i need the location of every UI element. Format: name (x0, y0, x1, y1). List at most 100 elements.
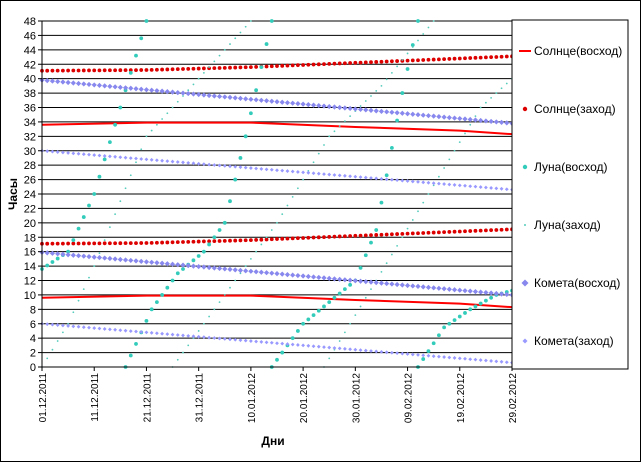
series-point (332, 234, 337, 239)
series-point (499, 227, 504, 232)
series-point (446, 286, 452, 292)
series-point (446, 114, 452, 121)
series-point (311, 62, 316, 67)
series-point (191, 334, 196, 339)
series-line (41, 121, 513, 136)
series-point (253, 97, 259, 103)
series-point (484, 101, 487, 104)
x-tick-label: 11.12.2011 (90, 373, 101, 422)
series-point (426, 230, 431, 235)
series-point (196, 239, 201, 244)
series-point (107, 68, 112, 73)
series-point (305, 102, 311, 108)
series-point (436, 285, 442, 291)
series-point (280, 350, 285, 355)
series-point (229, 286, 231, 289)
series-point (363, 175, 368, 180)
series-point (135, 161, 137, 164)
series-point (233, 238, 238, 243)
series-point (331, 276, 338, 282)
y-tick-label: 16 (24, 247, 36, 259)
series-point (420, 112, 426, 118)
series-point (138, 258, 144, 264)
series-point (133, 86, 139, 92)
series-point (322, 235, 326, 240)
series-point (316, 235, 321, 240)
series-point (87, 203, 91, 208)
series-point (464, 132, 466, 135)
series-point (149, 330, 154, 335)
series-point (170, 159, 175, 164)
series-point (118, 155, 123, 160)
series-point (337, 173, 342, 178)
series-point (76, 68, 81, 73)
series-point (306, 343, 311, 348)
y-tick-label: 12 (24, 276, 36, 288)
series-point (447, 230, 452, 234)
series-point (468, 307, 473, 312)
series-point (160, 293, 165, 297)
series-point (176, 100, 179, 103)
series-point (154, 67, 159, 72)
series-point (427, 193, 430, 195)
series-point (50, 68, 55, 73)
series-point (347, 277, 353, 283)
series-point (478, 358, 483, 362)
series-point (154, 88, 160, 94)
series-point (113, 154, 118, 159)
series-point (327, 61, 332, 66)
series-point (405, 352, 410, 356)
series-point (275, 237, 279, 241)
series-point (139, 36, 144, 41)
series-point (175, 67, 180, 72)
series-point (122, 85, 129, 91)
series-point (310, 102, 317, 108)
series-point (243, 134, 248, 139)
series-point (463, 56, 467, 61)
series-point (154, 331, 159, 336)
series-point (238, 156, 243, 160)
series-point (489, 186, 494, 190)
series-point (75, 253, 82, 259)
series-point (165, 159, 170, 164)
series-point (181, 240, 185, 244)
series-point (399, 110, 405, 116)
series-point (352, 106, 358, 112)
series-point (395, 178, 400, 183)
series-point (342, 287, 347, 292)
series-point (244, 265, 247, 267)
series-point (71, 151, 76, 156)
series-point (302, 178, 305, 181)
series-point (483, 358, 488, 363)
series-point (238, 165, 243, 170)
series-point (348, 174, 353, 179)
series-point (468, 184, 473, 189)
series-point (88, 276, 90, 279)
series-point (254, 166, 259, 171)
series-point (363, 107, 369, 113)
series-point (228, 164, 232, 169)
series-point (342, 105, 348, 111)
series-point (218, 54, 221, 57)
series-point (410, 231, 415, 236)
x-tick-label: 01.12.2011 (38, 373, 49, 423)
series-point (368, 279, 374, 285)
series-point (316, 171, 321, 176)
series-point (422, 33, 425, 35)
series-point (170, 67, 175, 72)
series-point (81, 241, 86, 246)
series-point (322, 345, 326, 350)
series-point (128, 85, 134, 91)
series-point (102, 157, 107, 162)
series-point (494, 359, 499, 364)
series-point (327, 234, 332, 239)
series-point (149, 87, 155, 93)
series-point (405, 231, 410, 236)
series-point (385, 78, 388, 81)
series-point (248, 65, 253, 70)
series-point (60, 150, 65, 155)
series-point (498, 119, 505, 125)
series-point (316, 308, 321, 313)
series-point (112, 256, 118, 262)
series-point (457, 356, 462, 361)
